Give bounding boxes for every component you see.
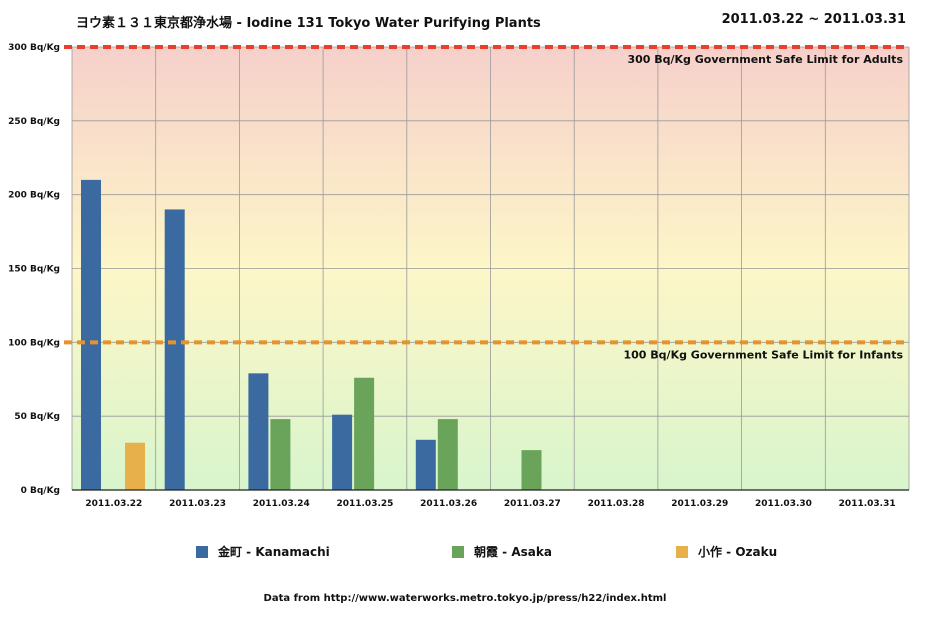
legend-label-kanamachi: 金町 - Kanamachi xyxy=(218,545,330,559)
y-tick-label: 50 Bq/Kg xyxy=(14,412,60,422)
bar xyxy=(248,373,269,490)
bar xyxy=(270,419,291,490)
x-tick-label: 2011.03.31 xyxy=(839,499,896,509)
y-tick-label: 200 Bq/Kg xyxy=(8,191,60,201)
limit-label: 300 Bq/Kg Government Safe Limit for Adul… xyxy=(627,53,903,66)
x-tick-label: 2011.03.29 xyxy=(671,499,728,509)
x-tick-label: 2011.03.26 xyxy=(420,499,477,509)
legend-swatch-kanamachi xyxy=(196,545,208,558)
bar xyxy=(332,414,353,490)
bar xyxy=(164,209,185,490)
y-tick-label: 300 Bq/Kg xyxy=(8,43,60,53)
x-tick-label: 2011.03.23 xyxy=(169,499,226,509)
chart-title: ヨウ素１３１東京都浄水場 - Iodine 131 Tokyo Water Pu… xyxy=(76,16,541,31)
data-source-note: Data from http://www.waterworks.metro.to… xyxy=(263,593,667,604)
bar xyxy=(81,179,101,490)
legend-swatch-ozaku xyxy=(676,545,688,558)
bar xyxy=(415,439,436,490)
legend-item-kanamachi: 金町 - Kanamachi xyxy=(196,543,330,560)
bar xyxy=(521,450,542,490)
x-tick-label: 2011.03.28 xyxy=(588,499,645,509)
x-tick-label: 2011.03.24 xyxy=(253,499,310,509)
y-tick-label: 100 Bq/Kg xyxy=(8,338,60,348)
bar xyxy=(354,377,375,490)
x-tick-label: 2011.03.25 xyxy=(336,499,393,509)
y-tick-label: 250 Bq/Kg xyxy=(8,117,60,127)
y-tick-label: 150 Bq/Kg xyxy=(8,265,60,275)
x-tick-label: 2011.03.27 xyxy=(504,499,561,509)
legend-label-ozaku: 小作 - Ozaku xyxy=(698,545,778,559)
date-range: 2011.03.22 ~ 2011.03.31 xyxy=(721,12,906,27)
bar xyxy=(437,419,458,490)
y-tick-label: 0 Bq/Kg xyxy=(21,486,60,496)
legend-swatch-asaka xyxy=(452,545,464,558)
x-tick-label: 2011.03.30 xyxy=(755,499,812,509)
x-tick-label: 2011.03.22 xyxy=(85,499,142,509)
legend-item-asaka: 朝霞 - Asaka xyxy=(452,543,552,560)
bar xyxy=(125,442,145,490)
limit-label: 100 Bq/Kg Government Safe Limit for Infa… xyxy=(624,348,904,361)
legend-item-ozaku: 小作 - Ozaku xyxy=(676,543,777,560)
legend-label-asaka: 朝霞 - Asaka xyxy=(474,545,552,559)
bar-chart: 0 Bq/Kg 50 Bq/Kg 100 Bq/Kg 150 Bq/Kg 200 Bq/… xyxy=(8,43,910,509)
